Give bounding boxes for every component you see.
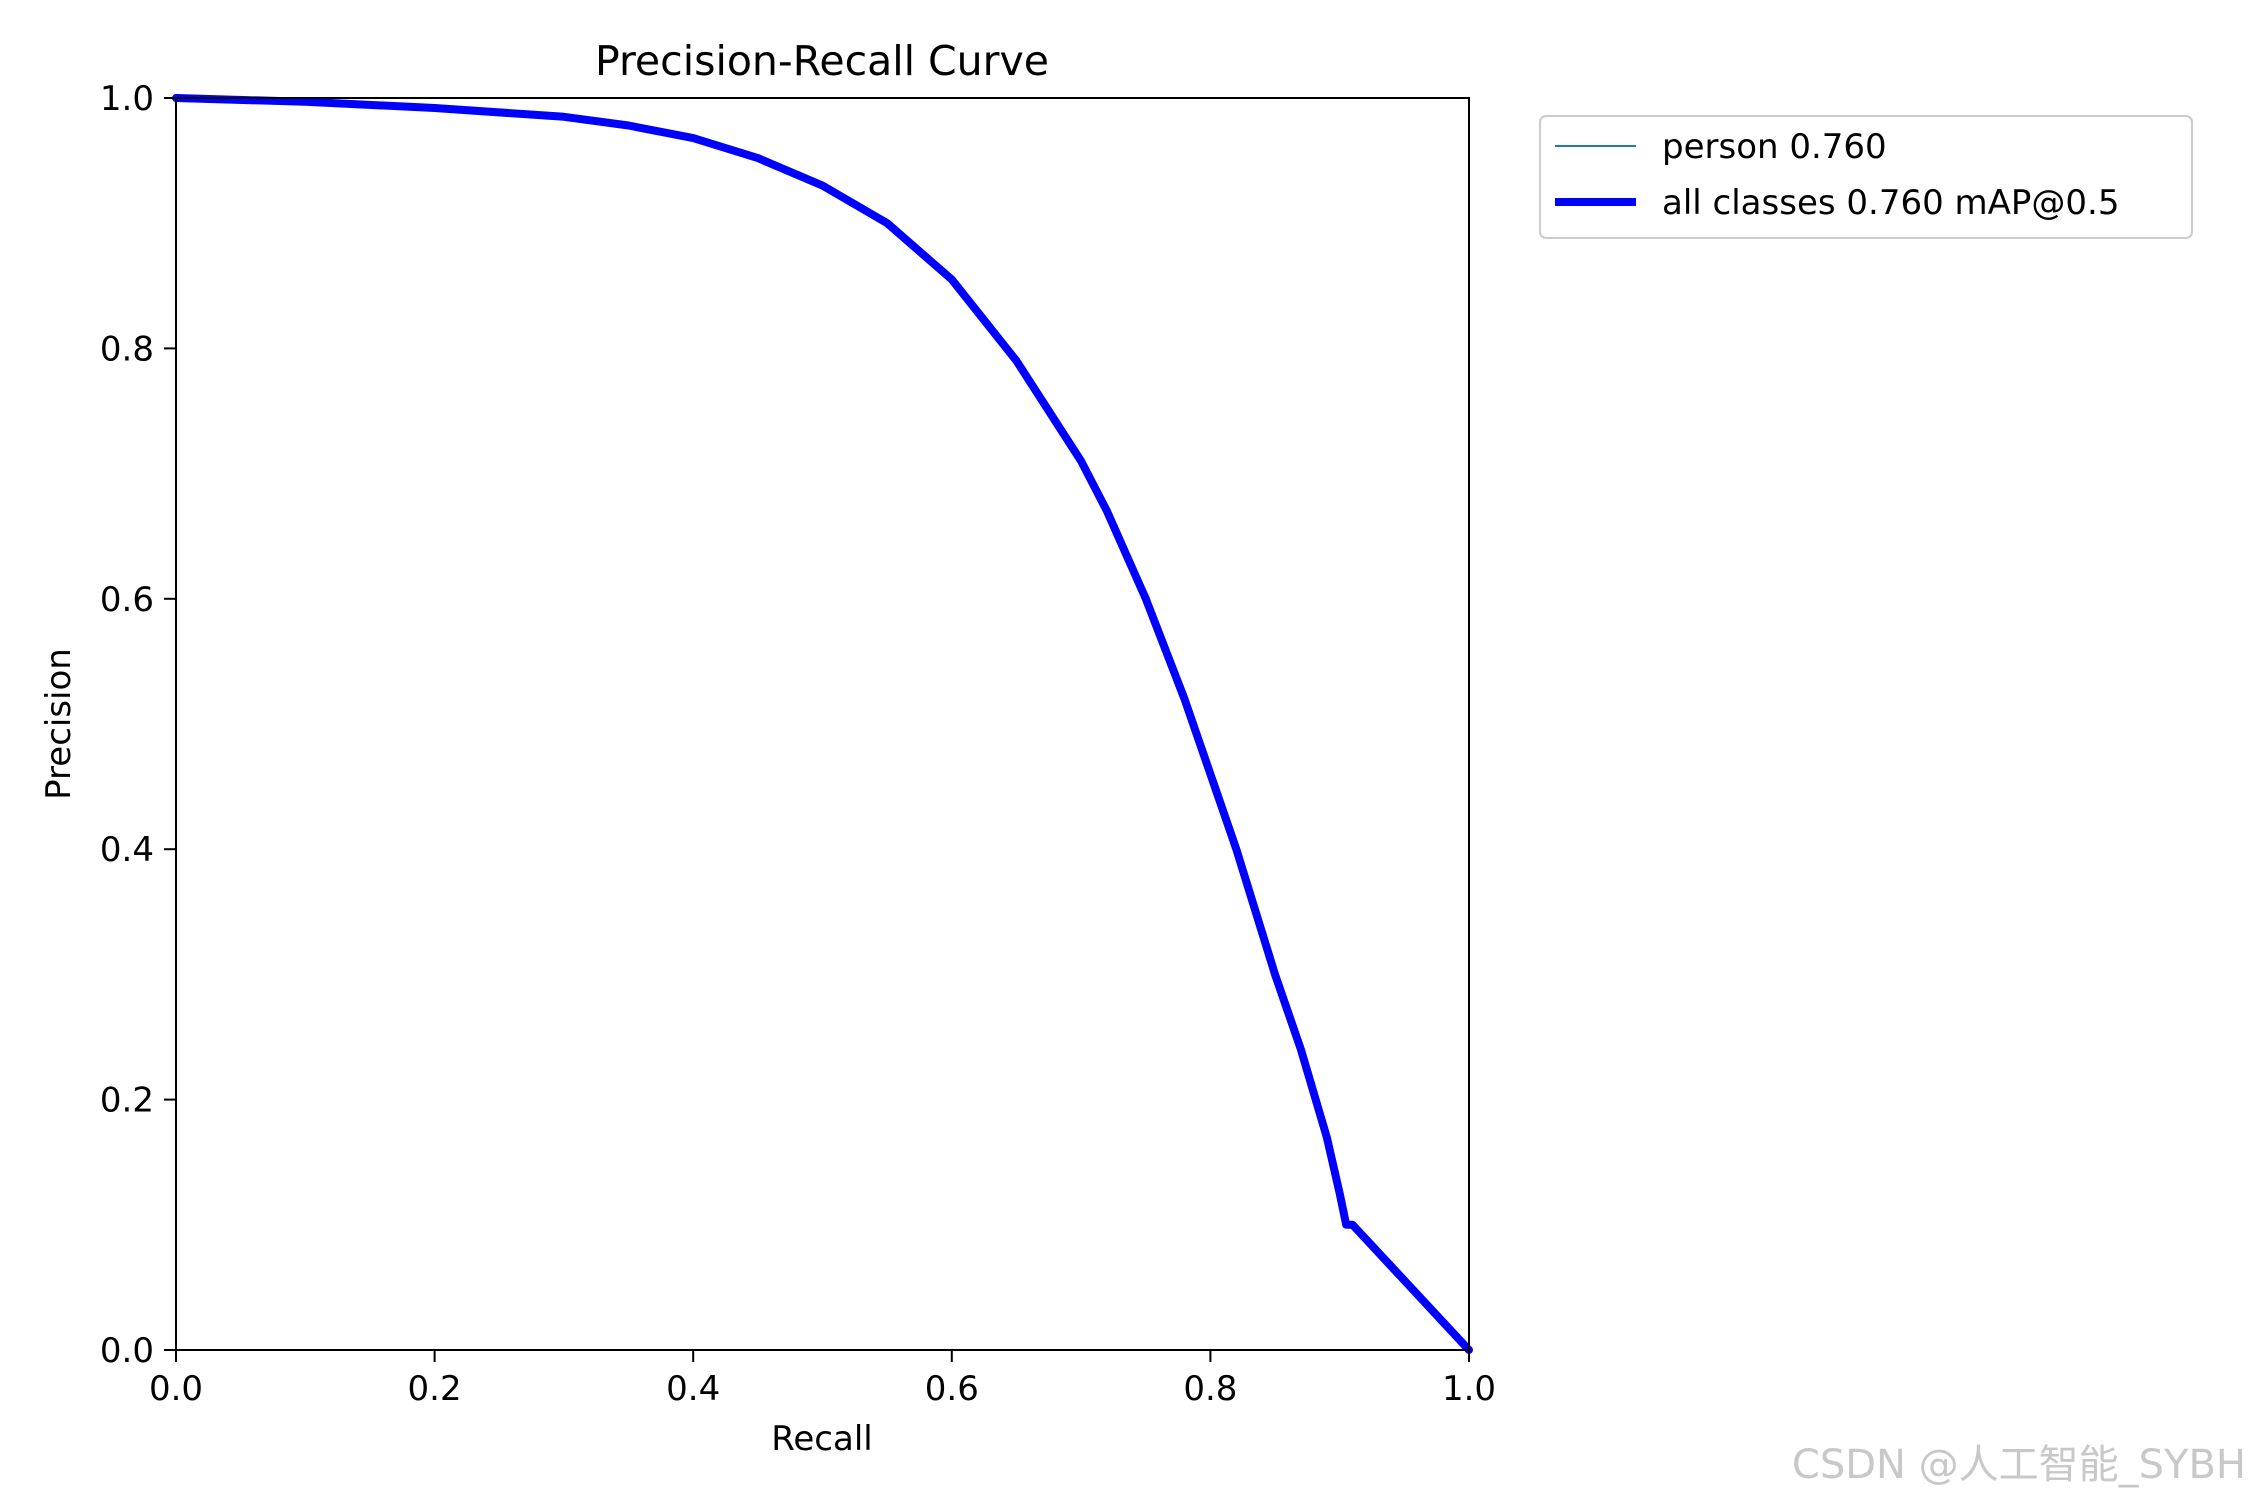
x-axis-ticks: 0.0 0.2 0.4 0.6 0.8 1.0 — [149, 1350, 1496, 1409]
y-tick-label: 1.0 — [100, 79, 154, 119]
y-tick-label: 0.2 — [100, 1081, 154, 1121]
y-axis-ticks: 0.0 0.2 0.4 0.6 0.8 1.0 — [100, 79, 176, 1371]
watermark: CSDN @人工智能_SYBH — [1792, 1442, 2246, 1488]
legend: person 0.760 all classes 0.760 mAP@0.5 — [1539, 115, 2193, 239]
x-tick-label: 0.8 — [1183, 1369, 1237, 1409]
x-tick-label: 0.6 — [925, 1369, 979, 1409]
y-tick-label: 0.8 — [100, 329, 154, 369]
series-line-1 — [172, 94, 1473, 1354]
x-tick-label: 0.0 — [149, 1369, 203, 1409]
legend-label-all-classes: all classes 0.760 mAP@0.5 — [1662, 183, 2119, 223]
legend-box — [1539, 115, 2193, 239]
x-tick-label: 1.0 — [1442, 1369, 1496, 1409]
y-tick-label: 0.4 — [100, 830, 154, 870]
chart-title: Precision-Recall Curve — [595, 37, 1049, 85]
y-axis-title: Precision — [39, 648, 79, 800]
x-axis-title: Recall — [771, 1419, 872, 1459]
x-tick-label: 0.4 — [666, 1369, 720, 1409]
x-tick-label: 0.2 — [408, 1369, 462, 1409]
plot-frame — [175, 97, 1470, 1351]
y-tick-label: 0.0 — [100, 1331, 154, 1371]
y-tick-label: 0.6 — [100, 580, 154, 620]
series-layer — [172, 94, 1473, 1354]
legend-label-person: person 0.760 — [1662, 127, 1887, 167]
